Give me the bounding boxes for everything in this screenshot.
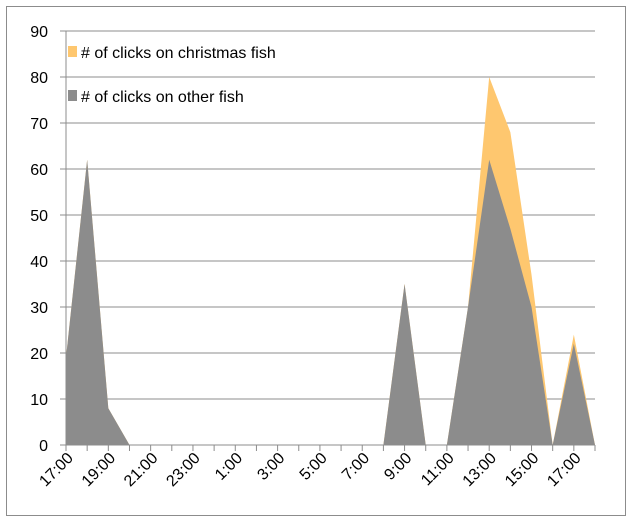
y-tick-label: 70	[30, 116, 48, 133]
axes	[60, 30, 596, 451]
x-tick-label: 13:00	[460, 450, 500, 490]
y-tick-label: 60	[30, 162, 48, 179]
y-tick-label: 90	[30, 24, 48, 41]
y-tick-label: 30	[30, 300, 48, 317]
y-tick-label: 20	[30, 346, 48, 363]
x-tick-label: 9:00	[381, 450, 415, 484]
area-other-fish	[66, 159, 595, 446]
legend-swatch	[68, 46, 77, 57]
x-tick-label: 19:00	[79, 450, 119, 490]
y-tick-label: 40	[30, 254, 48, 271]
y-tick-labels: 0 10 20 30 40 50 60 70 80 90	[30, 24, 48, 455]
x-tick-label: 1:00	[212, 450, 246, 484]
x-tick-label: 23:00	[163, 450, 203, 490]
x-tick-label: 3:00	[254, 450, 288, 484]
x-tick-label: 15:00	[502, 450, 542, 490]
x-tick-label: 11:00	[418, 450, 458, 490]
y-tick-label: 10	[30, 392, 48, 409]
data-areas	[66, 77, 595, 446]
y-tick-label: 50	[30, 208, 48, 225]
y-tick-label: 80	[30, 70, 48, 87]
legend-swatch	[68, 90, 77, 101]
legend: # of clicks on christmas fish # of clicks…	[68, 45, 276, 106]
x-tick-label: 5:00	[297, 450, 331, 484]
x-tick-label: 17:00	[544, 450, 584, 490]
legend-label: # of clicks on other fish	[81, 89, 244, 106]
legend-label: # of clicks on christmas fish	[81, 45, 276, 62]
x-tick-label: 17:00	[36, 450, 76, 490]
x-tick-label: 21:00	[121, 450, 161, 490]
x-tick-label: 7:00	[339, 450, 373, 484]
y-tick-label: 0	[39, 438, 48, 455]
x-tick-labels: 17:00 19:00 21:00 23:00 1:00 3:00 5:00 7:00 9:00…	[36, 450, 584, 490]
